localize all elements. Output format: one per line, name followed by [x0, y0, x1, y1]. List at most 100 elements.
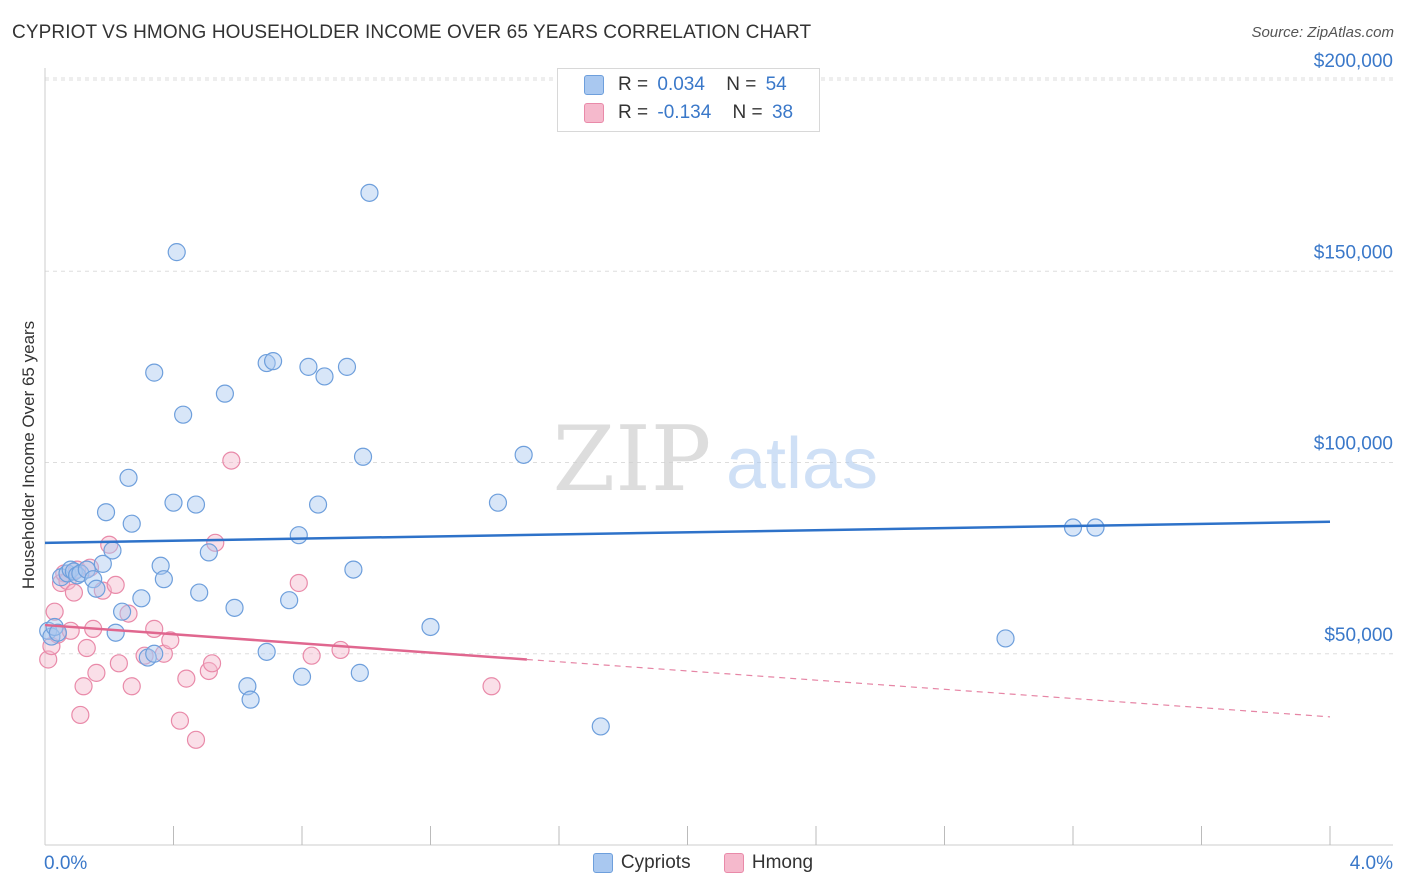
cypriots-point: [145, 644, 164, 663]
cypriots-point: [164, 493, 183, 512]
cypriots-point: [315, 367, 334, 386]
cypriots-point: [190, 583, 209, 602]
hmong-point: [222, 451, 241, 470]
cypriots-point: [280, 591, 299, 610]
cypriots-point: [308, 495, 328, 514]
cypriots-point: [238, 677, 257, 696]
cypriots-point: [119, 468, 138, 487]
cypriots-point: [87, 579, 106, 598]
y-tick-label: $150,000: [1314, 242, 1393, 263]
legend-swatch-hmong: [584, 103, 604, 123]
series-legend: Cypriots Hmong: [0, 852, 1406, 874]
y-tick-label: $50,000: [1324, 625, 1393, 646]
legend-swatch-cypriots: [584, 75, 604, 95]
cypriots-point: [337, 357, 357, 376]
legend-label-cypriots: Cypriots: [620, 852, 691, 873]
cypriots-point: [215, 384, 234, 403]
watermark-atlas: atlas: [726, 424, 878, 504]
cypriots-point: [421, 617, 440, 637]
hmong-point: [145, 619, 164, 638]
tick-labels: $50,000 $100,000 $150,000 $200,000 0.0% 4.0%: [44, 51, 1393, 874]
cypriots-point: [132, 589, 151, 608]
cypriots-point: [96, 503, 116, 522]
cypriots-point: [591, 717, 610, 736]
hmong-point: [202, 654, 222, 673]
cypriots-point: [48, 623, 67, 642]
cypriots-points: [39, 183, 1105, 736]
hmong-point: [109, 654, 128, 673]
hmong-point: [289, 573, 308, 593]
cypriots-point: [360, 183, 379, 202]
hmong-point: [119, 604, 138, 623]
cypriots-point: [151, 556, 170, 575]
legend-swatch-cypriots: [592, 853, 613, 873]
cypriots-point: [263, 352, 283, 371]
cypriots-point: [77, 560, 96, 579]
cypriots-point: [145, 363, 164, 382]
cypriots-point: [257, 353, 276, 373]
hmong-point: [177, 669, 196, 688]
hmong-trend-line: [44, 623, 527, 661]
y-axis-title: Householder Income Over 65 years: [19, 321, 38, 589]
hmong-point: [77, 638, 96, 658]
hmong-points: [39, 451, 501, 749]
hmong-trend-extension: [526, 658, 1331, 718]
cypriots-point: [1063, 518, 1083, 537]
hmong-point: [482, 677, 501, 696]
hmong-point: [161, 631, 180, 650]
cypriots-point: [299, 357, 318, 376]
hmong-point: [302, 646, 321, 665]
x-tick-label: 0.0%: [44, 853, 87, 874]
hmong-point: [122, 677, 141, 696]
cypriots-point: [112, 602, 132, 621]
cypriots-point: [199, 543, 218, 562]
legend-r-value: 0.034: [657, 74, 705, 95]
legend-n-label: N =: [726, 74, 757, 95]
cypriots-point: [93, 554, 112, 573]
legend-swatch-hmong: [723, 853, 744, 873]
legend-n-value: 54: [765, 74, 787, 95]
legend-row-cypriots: R = 0.034 N = 54: [584, 74, 787, 98]
cypriots-point: [257, 642, 276, 661]
hmong-point: [71, 705, 90, 725]
chart-title: CYPRIOT VS HMONG HOUSEHOLDER INCOME OVER…: [12, 22, 812, 43]
hmong-point: [87, 663, 106, 682]
cypriots-point: [186, 495, 206, 514]
hmong-point: [64, 583, 84, 602]
gridlines: [45, 77, 1393, 655]
legend-item-cypriots: Cypriots: [592, 852, 691, 874]
cypriots-point: [292, 667, 312, 686]
x-tick-label: 4.0%: [1350, 853, 1393, 874]
hmong-point: [51, 573, 71, 593]
legend-label-hmong: Hmong: [751, 852, 814, 873]
cypriots-point: [1086, 518, 1105, 537]
cypriots-point: [488, 493, 508, 512]
hmong-point: [106, 575, 125, 595]
cypriots-point: [996, 629, 1015, 648]
watermark: ZIP atlas: [553, 407, 878, 512]
legend-r-value: -0.134: [657, 102, 712, 123]
cypriots-point: [167, 243, 186, 262]
cypriots-trend-line: [44, 520, 1331, 545]
legend-item-hmong: Hmong: [723, 852, 814, 874]
hmong-point: [331, 640, 350, 660]
source-credit: Source: ZipAtlas.com: [1251, 24, 1394, 41]
cypriots-point: [514, 445, 533, 464]
legend-n-label: N =: [732, 102, 763, 123]
trend-lines: [44, 520, 1331, 718]
legend-row-hmong: R = -0.134 N = 38: [584, 102, 793, 126]
watermark-zip: ZIP: [553, 407, 712, 512]
correlation-legend: R = 0.034 N = 54 R = -0.134 N = 38: [557, 68, 820, 132]
legend-r-label: R =: [618, 74, 649, 95]
cypriots-point: [103, 541, 122, 560]
cypriots-point: [344, 560, 363, 579]
hmong-point: [206, 533, 225, 552]
cypriots-point: [241, 690, 260, 709]
axes: [44, 68, 1393, 846]
cypriots-point: [353, 447, 373, 466]
legend-n-value: 38: [771, 102, 794, 123]
hmong-point: [45, 602, 64, 621]
cypriots-point: [84, 570, 103, 589]
cypriots-point: [122, 514, 141, 533]
